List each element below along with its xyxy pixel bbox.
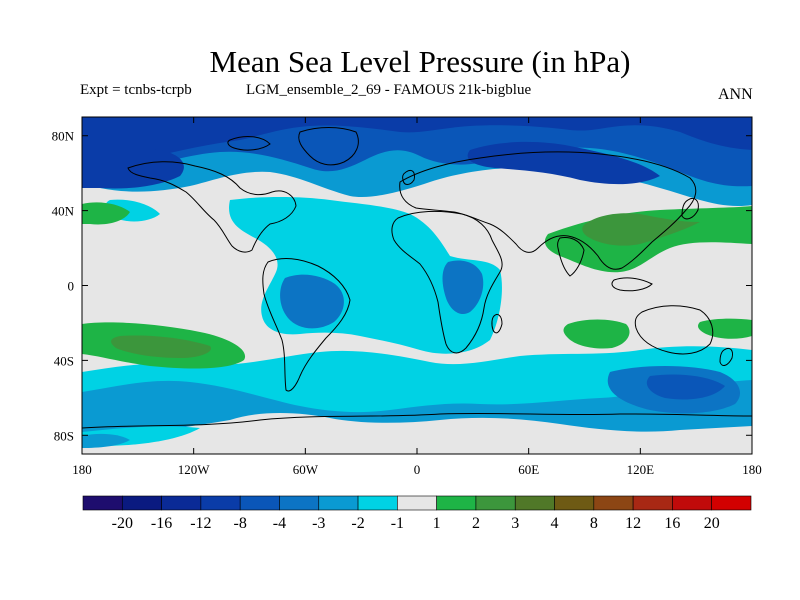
colorbar-label: 12: [625, 515, 641, 532]
colorbar-swatch: [436, 495, 477, 511]
anomaly-region-amazon: [280, 274, 344, 329]
colorbar-swatch: [357, 495, 398, 511]
season-label: ANN: [718, 86, 753, 103]
coastlines: [82, 127, 752, 429]
colorbar-swatch: [711, 495, 752, 511]
anomaly-region-africa: [442, 260, 484, 315]
colorbar-swatch: [672, 495, 713, 511]
colorbar-label: -12: [190, 515, 211, 532]
colorbar-label: -8: [234, 515, 247, 532]
colorbar-label: 1: [433, 515, 441, 532]
colorbar-swatch: [161, 495, 202, 511]
colorbar-label: -20: [112, 515, 133, 532]
colorbar-label: -4: [273, 515, 286, 532]
latitude-axis: 80N 40N 0 40S 80S: [52, 129, 752, 443]
x-tick-label: 180: [72, 462, 92, 477]
x-tick-label: 120E: [627, 462, 655, 477]
colorbar-swatch: [200, 495, 241, 511]
colorbar: -20 -16 -12 -8 -4 -3 -2 -1 1 2 3 4 8 12 16 20: [82, 495, 752, 532]
map-title: Mean Sea Level Pressure (in hPa): [209, 44, 631, 79]
colorbar-label: 2: [472, 515, 480, 532]
y-tick-label: 80S: [54, 428, 74, 443]
colorbar-label: 8: [590, 515, 598, 532]
colorbar-label: 20: [704, 515, 720, 532]
colorbar-label: -3: [312, 515, 325, 532]
experiment-label: Expt = tcnbs-tcrpb: [80, 82, 192, 98]
colorbar-swatch: [82, 495, 123, 511]
anomaly-region-weddell: [646, 374, 725, 400]
longitude-axis: 180 120W 60W 0 60E 120E 180: [72, 117, 762, 477]
coastline-eurasia: [399, 151, 697, 270]
coastline-madagascar: [491, 313, 503, 334]
y-tick-label: 80N: [52, 129, 75, 144]
colorbar-swatch: [318, 495, 359, 511]
coastline-south-america: [262, 258, 351, 392]
anomaly-region-siberia: [467, 141, 660, 185]
anomaly-region-indian-positive: [563, 319, 630, 349]
y-tick-label: 40S: [54, 353, 74, 368]
coastline-antarctica: [82, 412, 752, 429]
x-tick-label: 0: [414, 462, 421, 477]
colorbar-swatch: [279, 495, 320, 511]
anomaly-region-north-pacific-positive: [82, 202, 130, 225]
x-tick-label: 60E: [518, 462, 539, 477]
coastline-australia: [634, 305, 714, 355]
colorbar-label: -2: [351, 515, 364, 532]
colorbar-label: -1: [391, 515, 404, 532]
y-tick-label: 0: [68, 279, 75, 294]
coastline-africa: [391, 210, 503, 354]
anomaly-region-antarctic-pole: [82, 433, 130, 448]
x-tick-label: 60W: [293, 462, 319, 477]
colorbar-swatch: [514, 495, 555, 511]
anomaly-region-south-pacific-strong: [111, 335, 211, 358]
anomaly-region-arctic-deep: [82, 117, 752, 174]
coastline-japan: [681, 197, 699, 220]
coastline-arctic-islands: [227, 136, 271, 151]
coastline-greenland: [298, 127, 359, 166]
ensemble-label: LGM_ensemble_2_69 - FAMOUS 21k-bigblue: [246, 82, 532, 98]
coastline-indonesia: [611, 277, 653, 292]
colorbar-swatch: [239, 495, 280, 511]
pressure-field: [82, 117, 752, 454]
colorbar-label: 16: [664, 515, 680, 532]
colorbar-swatch: [475, 495, 516, 511]
anomaly-region-asia-strong: [582, 213, 700, 246]
anomaly-region-pacific-north: [82, 147, 184, 189]
colorbar-swatch: [397, 495, 437, 511]
x-tick-label: 120W: [178, 462, 211, 477]
y-tick-label: 40N: [52, 204, 75, 219]
colorbar-swatch: [632, 495, 673, 511]
colorbar-swatch: [593, 495, 634, 511]
coastline-new-zealand: [719, 347, 733, 366]
coastline-uk: [402, 169, 415, 185]
colorbar-swatch: [554, 495, 595, 511]
colorbar-label: 4: [551, 515, 559, 532]
colorbar-swatch: [121, 495, 162, 511]
colorbar-label: 3: [511, 515, 519, 532]
anomaly-region-antarctic-light: [82, 413, 752, 454]
colorbar-label: -16: [151, 515, 172, 532]
x-tick-label: 180: [742, 462, 762, 477]
coastline-north-america: [127, 161, 297, 253]
coastline-india: [557, 237, 585, 277]
